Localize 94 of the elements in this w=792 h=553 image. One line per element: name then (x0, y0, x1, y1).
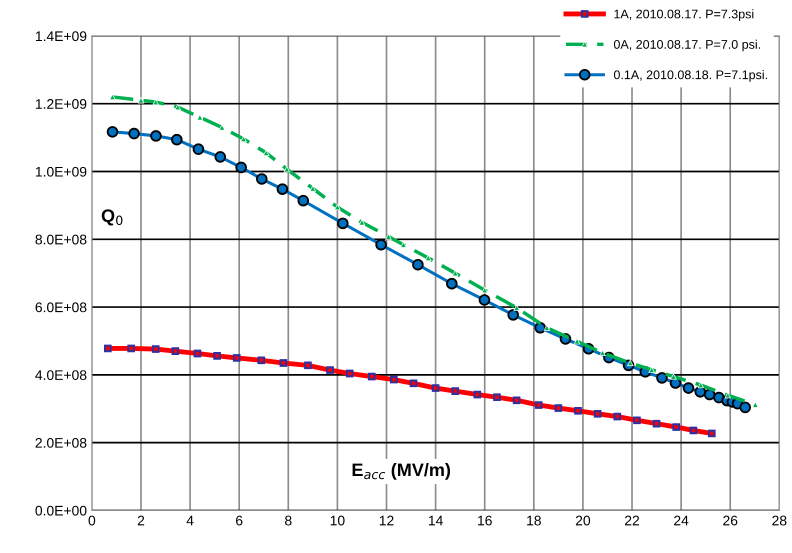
point (594, 410, 602, 418)
x-tick-label: 26 (723, 516, 738, 526)
point (534, 322, 546, 334)
point (507, 309, 519, 321)
point (326, 366, 334, 374)
point (656, 372, 668, 384)
point (410, 380, 418, 388)
legend-label: 1A, 2010.08.17. P=7.3psi (614, 9, 754, 21)
y-tick-label: 0.0E+00 (35, 506, 86, 516)
y-axis-title: Q$_{0}$ (102, 209, 122, 226)
x-tick-label: 4 (186, 516, 194, 526)
point (257, 356, 266, 364)
point (385, 233, 392, 240)
point (708, 430, 716, 438)
y-tick-label: 1.0E+09 (36, 166, 86, 177)
point (513, 304, 520, 311)
point (358, 219, 366, 226)
point (214, 151, 226, 163)
point (218, 124, 226, 131)
point (474, 390, 482, 398)
point (192, 143, 204, 155)
legend-label: 0.1A, 2010.08.18. P=7.1psi. (614, 70, 767, 82)
point (304, 362, 312, 370)
x-tick-label: 22 (624, 516, 640, 526)
y-tick-label: 2.0E+08 (36, 438, 86, 448)
point (298, 194, 310, 206)
point (128, 128, 140, 140)
point (150, 130, 162, 142)
point (534, 401, 543, 409)
y-tick-label: 1.2E+09 (36, 99, 86, 109)
point (104, 344, 112, 352)
point (196, 114, 204, 120)
point (194, 350, 202, 358)
point (152, 345, 160, 353)
point (478, 294, 490, 306)
point (672, 423, 680, 431)
x-tick-label: 10 (330, 516, 345, 526)
point (390, 376, 398, 384)
point (240, 136, 247, 142)
point (213, 352, 221, 360)
y-tick-label: 6.0E+08 (36, 302, 86, 312)
point (554, 404, 562, 412)
x-tick-label: 20 (576, 516, 590, 526)
point (400, 242, 407, 248)
point (174, 104, 181, 110)
point (171, 134, 183, 146)
point (310, 185, 316, 192)
x-axis-title: E$_{acc}$ (MV/m) (352, 462, 450, 480)
x-tick-label: 28 (772, 516, 786, 526)
point (127, 344, 135, 352)
x-tick-label: 16 (478, 516, 492, 526)
point (690, 426, 698, 434)
point (633, 416, 641, 424)
point (493, 393, 501, 402)
point (284, 166, 290, 172)
legend-label: 0A, 2010.08.17. P=7.0 psi. (614, 40, 760, 52)
point (574, 338, 580, 344)
point (334, 204, 341, 210)
point (235, 162, 247, 174)
point (432, 384, 440, 392)
y-tick-label: 8.0E+08 (35, 234, 86, 244)
point (574, 406, 582, 415)
x-tick-label: 8 (285, 516, 292, 526)
point (276, 183, 288, 195)
point (512, 396, 520, 404)
point (172, 347, 180, 355)
point (739, 402, 751, 414)
point (451, 387, 460, 395)
x-tick-label: 18 (527, 516, 541, 526)
point (280, 359, 288, 367)
y-tick-label: 4.0E+08 (35, 370, 86, 380)
x-tick-label: 0 (88, 516, 96, 526)
point (368, 372, 376, 380)
point (652, 420, 660, 428)
point (106, 126, 118, 138)
x-tick-label: 2 (138, 516, 144, 526)
x-tick-label: 24 (674, 516, 688, 526)
point (670, 373, 677, 380)
point (138, 97, 144, 104)
point (375, 238, 387, 250)
point (412, 258, 424, 270)
point (337, 218, 349, 230)
point (613, 412, 622, 420)
point (682, 382, 694, 394)
x-tick-label: 12 (380, 516, 394, 526)
point (446, 278, 458, 290)
y-tick-label: 1.4E+09 (36, 31, 86, 42)
x-tick-label: 14 (428, 516, 443, 526)
point (232, 354, 241, 362)
point (425, 254, 432, 262)
x-tick-label: 6 (236, 516, 242, 526)
point (346, 370, 354, 378)
point (599, 350, 606, 356)
point (256, 173, 268, 185)
